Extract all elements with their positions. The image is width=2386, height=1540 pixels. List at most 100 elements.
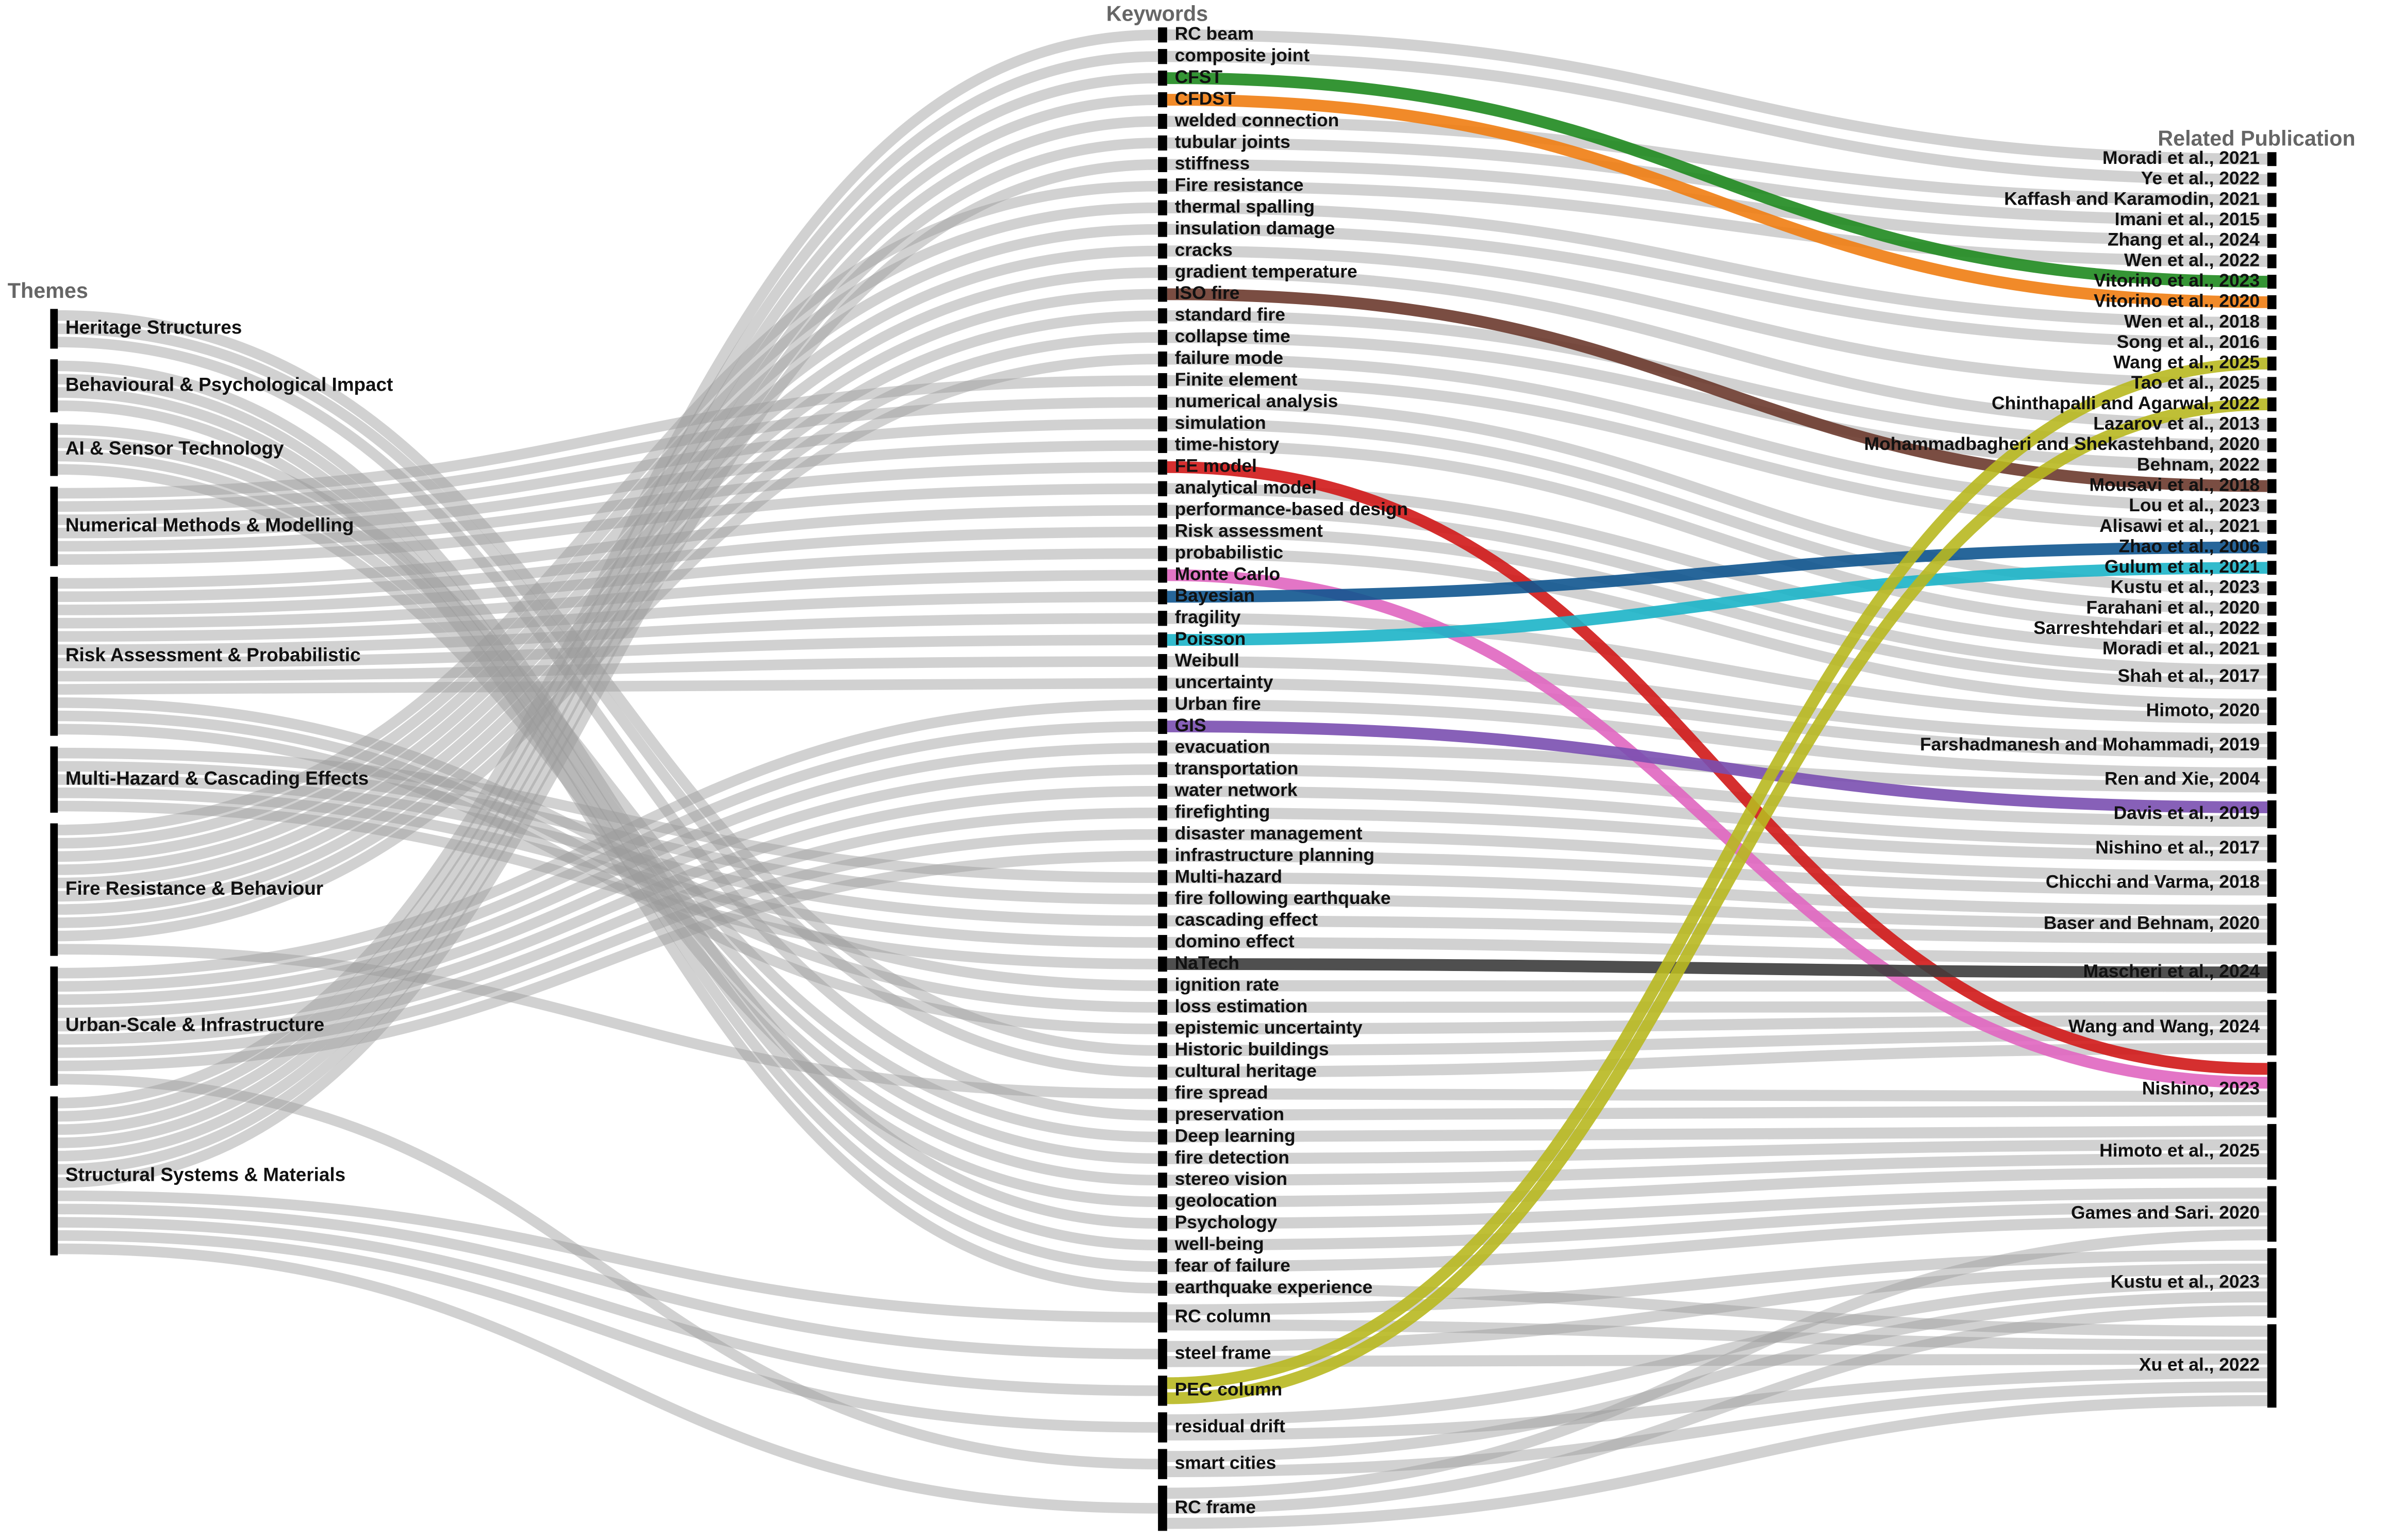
keyword-node	[1158, 827, 1167, 842]
link	[58, 462, 1158, 552]
publication-label: Wen et al., 2018	[2124, 311, 2260, 331]
keyword-label: fire following earthquake	[1175, 888, 1391, 908]
link	[1167, 1187, 2267, 1229]
publication-node	[2267, 1062, 2277, 1118]
keyword-label: Urban fire	[1175, 693, 1261, 714]
link	[58, 785, 1158, 1032]
keyword-label: FE model	[1175, 456, 1257, 476]
link	[1167, 331, 2267, 472]
keyword-label: uncertainty	[1175, 672, 1273, 692]
publication-node	[2267, 697, 2277, 726]
keyword-node	[1158, 503, 1167, 518]
link	[1167, 1167, 2267, 1208]
keyword-node	[1158, 697, 1167, 713]
keyword-node	[1158, 1338, 1167, 1369]
link	[58, 788, 1158, 948]
link	[58, 697, 1158, 991]
publication-node	[2267, 397, 2277, 412]
highlighted-link	[1167, 72, 2267, 288]
link	[58, 387, 1158, 1272]
keyword-label: tubular joints	[1175, 131, 1290, 152]
keyword-label: CFDST	[1175, 88, 1236, 109]
theme-label: Heritage Structures	[65, 317, 242, 338]
keyword-node	[1158, 567, 1167, 583]
column-header: Related Publication	[2158, 127, 2355, 150]
link	[1167, 1153, 2267, 1186]
link	[58, 202, 1158, 849]
publication-node	[2267, 561, 2277, 575]
keyword-node	[1158, 675, 1167, 691]
link	[1167, 656, 2267, 744]
link	[1167, 1088, 2267, 1102]
link	[58, 743, 1158, 1005]
keyword-label: Multi-hazard	[1175, 866, 1282, 886]
link	[58, 73, 1158, 1135]
keyword-label: preservation	[1175, 1103, 1284, 1124]
link	[58, 570, 1158, 629]
keyword-label: standard fire	[1175, 304, 1285, 325]
publication-label: Behnam, 2022	[2137, 454, 2260, 475]
keyword-node	[1158, 135, 1167, 151]
publication-node	[2267, 1324, 2277, 1408]
publication-label: Himoto, 2020	[2146, 699, 2260, 720]
keyword-node	[1158, 1086, 1167, 1101]
keyword-label: GIS	[1175, 715, 1206, 735]
publication-label: Gulum et al., 2021	[2105, 556, 2260, 577]
keyword-label: insulation damage	[1175, 217, 1335, 238]
keyword-label: domino effect	[1175, 931, 1295, 951]
keyword-label: cracks	[1175, 239, 1233, 260]
publication-node	[2267, 336, 2277, 350]
keyword-label: fragility	[1175, 607, 1241, 627]
publication-label: Wen et al., 2022	[2124, 249, 2260, 270]
link	[1167, 1125, 2267, 1143]
highlighted-link	[1167, 398, 2267, 1404]
link	[58, 1230, 1158, 1433]
link	[58, 699, 1158, 979]
keyword-node	[1158, 222, 1167, 237]
link	[1167, 1381, 2267, 1478]
keyword-node	[1158, 999, 1167, 1015]
publication-label: Ren and Xie, 2004	[2105, 768, 2260, 789]
keyword-label: smart cities	[1175, 1452, 1277, 1473]
link	[1167, 418, 2267, 614]
link	[58, 289, 1158, 902]
publication-label: Tao et al., 2025	[2131, 372, 2260, 393]
links	[58, 29, 2267, 1529]
link	[1167, 677, 2267, 758]
link	[1167, 375, 2267, 533]
link	[58, 807, 1158, 1045]
publication-node	[2267, 479, 2277, 493]
keyword-node	[1158, 1216, 1167, 1231]
highlighted-link	[1167, 541, 2267, 603]
link	[1167, 1353, 2267, 1367]
keyword-node	[1158, 524, 1167, 540]
highlighted-links	[1167, 72, 2267, 1404]
keyword-node	[1158, 373, 1167, 389]
publication-node	[2267, 1248, 2277, 1318]
keyword-node	[1158, 1021, 1167, 1036]
publication-label: Ye et al., 2022	[2141, 168, 2260, 189]
publication-label: Nishino, 2023	[2142, 1078, 2260, 1099]
link	[58, 245, 1158, 875]
publication-node	[2267, 581, 2277, 595]
link	[58, 224, 1158, 862]
keyword-node	[1158, 459, 1167, 475]
publication-node	[2267, 315, 2277, 330]
publication-node	[2267, 356, 2277, 371]
link	[58, 323, 1158, 1078]
link	[1167, 115, 2267, 206]
link	[1167, 29, 2267, 165]
link	[1167, 1395, 2267, 1529]
link	[58, 440, 1158, 539]
keyword-node	[1158, 481, 1167, 496]
publication-label: Kustu et al., 2023	[2111, 577, 2260, 597]
link	[58, 354, 1158, 942]
keyword-node	[1158, 265, 1167, 280]
publication-label: Vitorino et al., 2020	[2094, 291, 2260, 311]
theme-node	[50, 1096, 58, 1256]
link	[1167, 51, 2267, 186]
theme-label: AI & Sensor Technology	[65, 438, 284, 459]
keyword-label: time-history	[1175, 434, 1280, 455]
publication-label: Games and Sari. 2020	[2071, 1202, 2260, 1223]
keyword-label: Finite element	[1175, 369, 1298, 390]
